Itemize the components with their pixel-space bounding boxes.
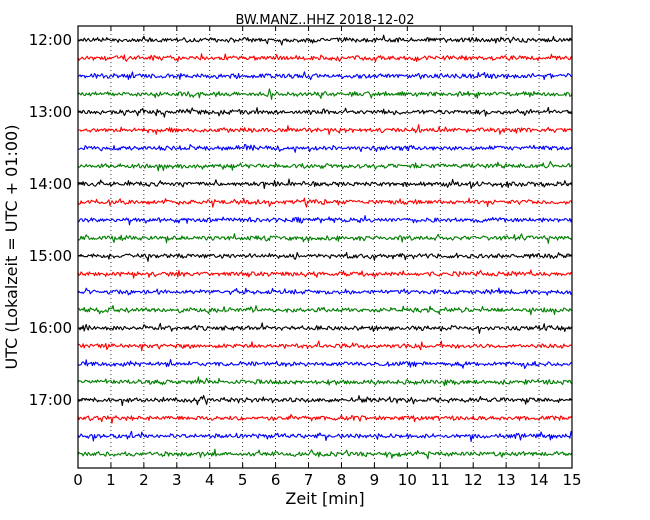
trace-1615: [77, 340, 573, 352]
trace-1245: [77, 88, 573, 100]
trace-1415: [77, 197, 573, 208]
trace-1500: [77, 251, 573, 262]
y-tick-label: 12:00: [29, 31, 72, 49]
trace-1515: [77, 269, 573, 279]
trace-1230: [77, 71, 573, 81]
x-tick-label: 12: [464, 471, 483, 489]
chart-title: BW.MANZ..HHZ 2018-12-02: [235, 13, 414, 28]
trace-1200: [77, 34, 573, 46]
x-axis-ticks: 0 1 2 3 4 5 6 7 8 9 10 11 12 13 14 15: [73, 26, 582, 489]
y-tick-label: 13:00: [29, 103, 72, 121]
x-tick-label: 9: [370, 471, 380, 489]
x-tick-label: 2: [139, 471, 149, 489]
trace-1445: [77, 233, 573, 244]
trace-1700: [77, 394, 573, 407]
plot-frame: [77, 25, 573, 469]
y-tick-label: 15:00: [29, 247, 72, 265]
trace-1745: [77, 448, 573, 460]
trace-1645: [77, 376, 573, 387]
x-tick-label: 6: [271, 471, 281, 489]
y-tick-label: 14:00: [29, 175, 72, 193]
trace-1730: [77, 430, 573, 443]
x-tick-label: 0: [73, 471, 83, 489]
trace-1715: [77, 413, 573, 424]
y-axis-label: UTC (Lokalzeit = UTC + 01:00): [2, 125, 21, 370]
trace-1315: [78, 124, 573, 136]
trace-1400: [77, 178, 573, 190]
trace-1345: [77, 160, 573, 172]
trace-1530: [77, 287, 573, 296]
trace-1430: [77, 215, 573, 226]
trace-1545: [77, 305, 573, 316]
x-tick-label: 7: [304, 471, 314, 489]
x-tick-label: 11: [431, 471, 450, 489]
x-tick-label: 5: [238, 471, 248, 489]
grid-lines: [110, 26, 540, 468]
trace-1600: [77, 322, 573, 334]
y-tick-label: 17:00: [29, 391, 72, 409]
x-tick-label: 8: [337, 471, 347, 489]
trace-1330: [77, 144, 573, 153]
trace-1215: [77, 53, 573, 63]
trace-1630: [77, 358, 573, 370]
x-tick-label: 10: [398, 471, 417, 489]
seismogram-traces: [77, 34, 573, 460]
x-tick-label: 3: [172, 471, 182, 489]
x-tick-label: 13: [497, 471, 516, 489]
y-axis-ticks: 12:00 13:00 14:00 15:00 16:00 17:00: [29, 31, 572, 409]
y-tick-label: 16:00: [29, 319, 72, 337]
x-tick-label: 15: [562, 471, 581, 489]
x-tick-label: 1: [106, 471, 116, 489]
x-axis-label: Zeit [min]: [285, 489, 364, 508]
x-tick-label: 4: [205, 471, 215, 489]
trace-1300: [77, 106, 573, 118]
x-tick-label: 14: [530, 471, 549, 489]
